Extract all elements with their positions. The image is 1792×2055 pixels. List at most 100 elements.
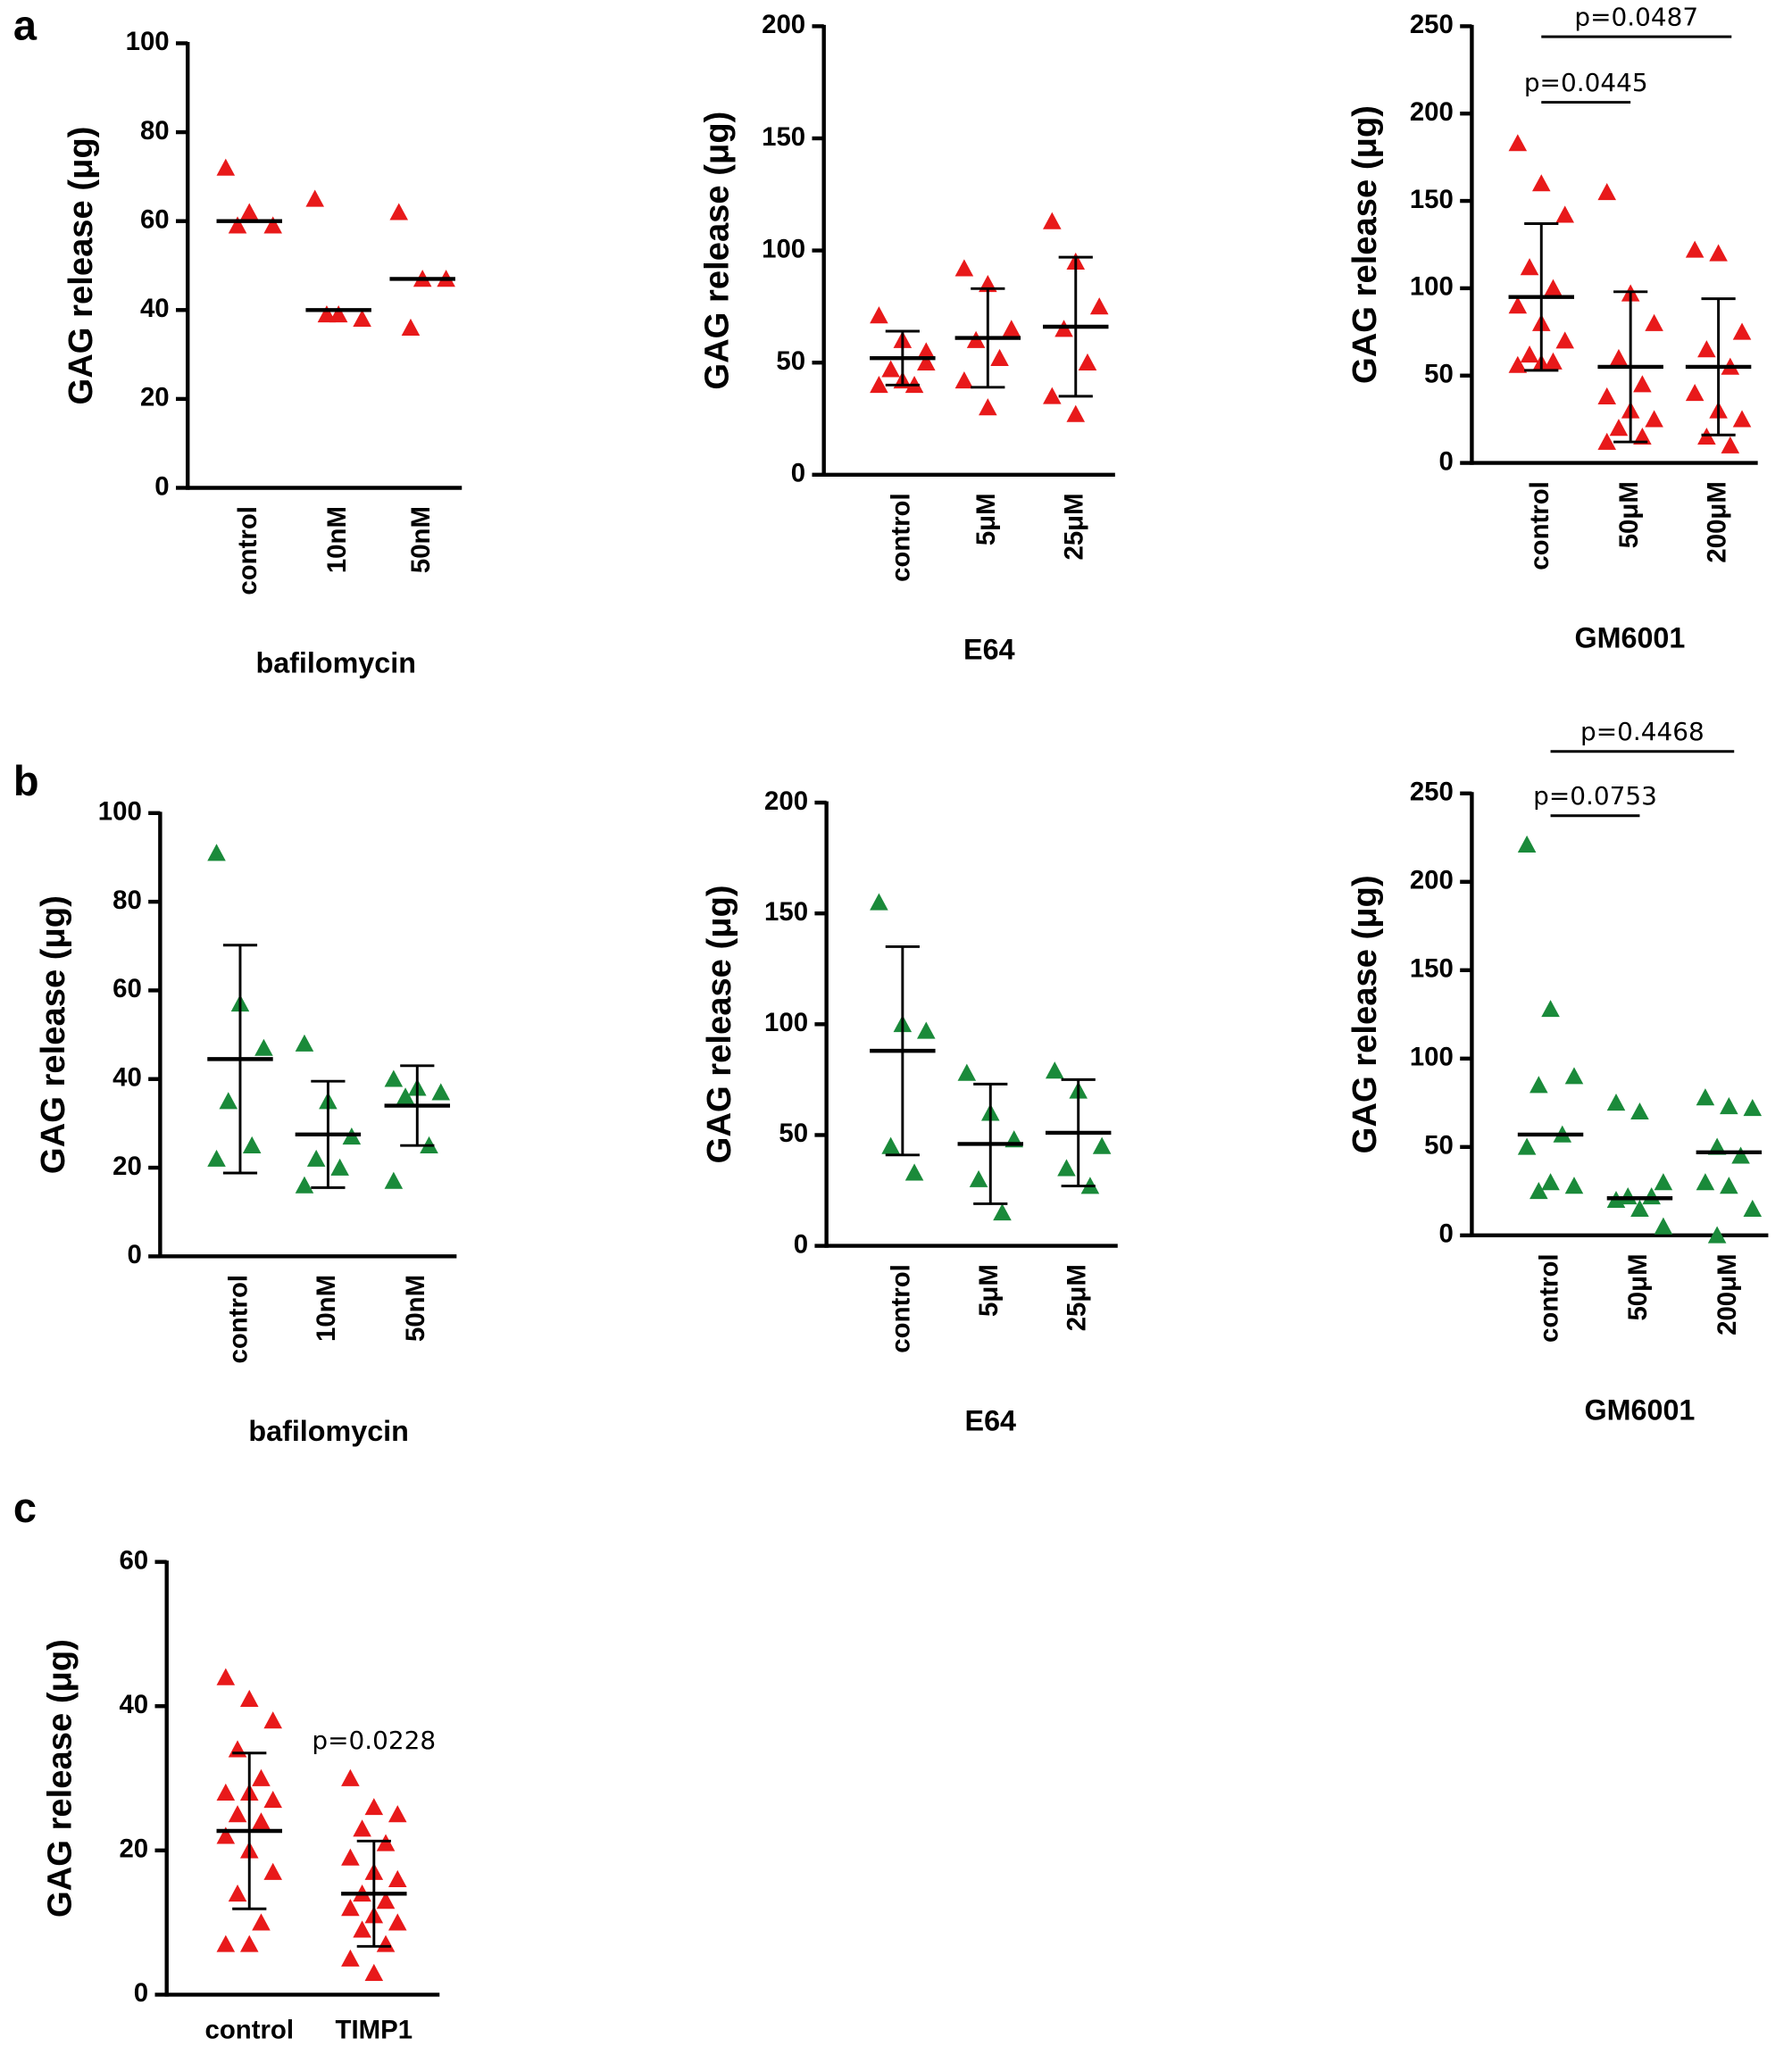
data-point [1517, 1137, 1537, 1155]
data-point [1645, 410, 1663, 428]
data-point [904, 1163, 924, 1181]
data-point [954, 371, 974, 389]
data-point [1544, 279, 1563, 296]
y-tick-label: 50 [779, 1119, 808, 1148]
data-point [376, 1934, 396, 1952]
data-point [254, 1038, 273, 1056]
data-point [329, 304, 348, 323]
data-point [1685, 240, 1704, 258]
y-tick-label: 250 [1410, 778, 1454, 807]
y-tick-label: 150 [1410, 954, 1454, 984]
data-point [1609, 348, 1629, 366]
data-point [870, 306, 888, 324]
data-point [252, 1812, 271, 1830]
y-tick-label: 100 [98, 797, 142, 827]
x-axis-label: bafilomycin [255, 646, 415, 678]
data-point [330, 1158, 349, 1176]
data-point [1089, 297, 1109, 315]
panel-label: c [13, 1484, 37, 1531]
data-point [1508, 355, 1528, 373]
p-value: p=0.4468 [1580, 717, 1704, 746]
y-tick-label: 40 [140, 294, 170, 323]
y-tick-label: 0 [134, 1978, 148, 2008]
x-tick-label: control [204, 2015, 294, 2044]
y-tick-label: 150 [762, 122, 805, 152]
x-tick-label: 10nM [312, 1275, 341, 1342]
y-tick-label: 20 [113, 1152, 142, 1181]
data-point [1564, 1067, 1584, 1085]
data-point [317, 304, 337, 323]
y-axis-label: GAG release (μg) [700, 885, 738, 1163]
x-axis-label: GM6001 [1585, 1394, 1696, 1427]
panel-label: b [13, 757, 39, 804]
data-point [1606, 1094, 1626, 1111]
data-point [881, 1136, 900, 1154]
y-tick-label: 0 [1439, 446, 1454, 476]
data-point [917, 353, 936, 371]
data-point [917, 342, 936, 360]
x-tick-label: 50μM [1623, 1253, 1653, 1320]
y-tick-label: 200 [764, 786, 808, 816]
data-point [870, 376, 888, 394]
data-point [389, 203, 409, 220]
data-point [388, 1805, 407, 1823]
x-tick-label: control [1534, 1253, 1563, 1343]
x-axis-label: bafilomycin [248, 1415, 408, 1447]
p-value: p=0.0445 [1524, 68, 1648, 97]
data-point [1743, 1098, 1763, 1117]
y-tick-label: 200 [762, 10, 805, 39]
data-point [1057, 1159, 1076, 1177]
data-point [388, 1869, 407, 1887]
panel-label: a [13, 2, 38, 49]
data-point [263, 1862, 282, 1880]
data-point [1732, 322, 1752, 340]
x-tick-label: 5μM [974, 1264, 1004, 1317]
y-tick-label: 0 [791, 459, 805, 488]
y-tick-label: 20 [140, 383, 170, 412]
y-tick-label: 50 [1424, 360, 1454, 389]
y-tick-label: 150 [1410, 185, 1454, 214]
y-axis-label: GAG release (μg) [697, 112, 736, 390]
data-point [1544, 352, 1563, 370]
x-tick-label: control [887, 493, 916, 582]
x-tick-label: 25μM [1062, 1264, 1091, 1331]
y-tick-label: 20 [119, 1835, 148, 1864]
data-point [1002, 320, 1021, 337]
data-point [870, 893, 888, 911]
x-tick-label: control [887, 1264, 916, 1353]
data-point [957, 1063, 977, 1081]
y-tick-label: 0 [1439, 1219, 1454, 1249]
y-tick-label: 80 [140, 116, 170, 146]
data-point [1630, 1199, 1649, 1217]
data-point [216, 1934, 236, 1952]
y-axis-label: GAG release (μg) [1346, 875, 1384, 1153]
data-point [1045, 1061, 1064, 1079]
y-tick-label: 40 [119, 1690, 148, 1719]
data-point [1043, 212, 1062, 229]
data-point [384, 1069, 404, 1087]
data-point [396, 1087, 415, 1105]
data-point [242, 1136, 262, 1154]
data-point [1541, 1173, 1560, 1191]
y-tick-label: 250 [1410, 10, 1454, 39]
y-tick-label: 80 [113, 886, 142, 915]
data-point [1630, 1102, 1649, 1120]
x-tick-label: 200μM [1713, 1253, 1742, 1335]
data-point [239, 1934, 259, 1952]
x-tick-label: control [224, 1275, 254, 1364]
data-point [216, 1783, 236, 1801]
data-point [1043, 387, 1062, 404]
p-value: p=0.0228 [312, 1726, 436, 1755]
x-tick-label: 10nM [322, 506, 352, 573]
data-point [1092, 1136, 1112, 1154]
y-axis-label: GAG release (μg) [34, 895, 72, 1174]
data-point [353, 1819, 371, 1837]
data-point [1555, 205, 1574, 223]
data-point [1597, 182, 1617, 201]
data-point [239, 203, 259, 220]
data-point [295, 1034, 314, 1052]
data-point [1633, 427, 1652, 445]
data-point [1707, 1226, 1727, 1244]
y-tick-label: 0 [794, 1229, 808, 1259]
x-tick-label: 5μM [971, 493, 1001, 545]
